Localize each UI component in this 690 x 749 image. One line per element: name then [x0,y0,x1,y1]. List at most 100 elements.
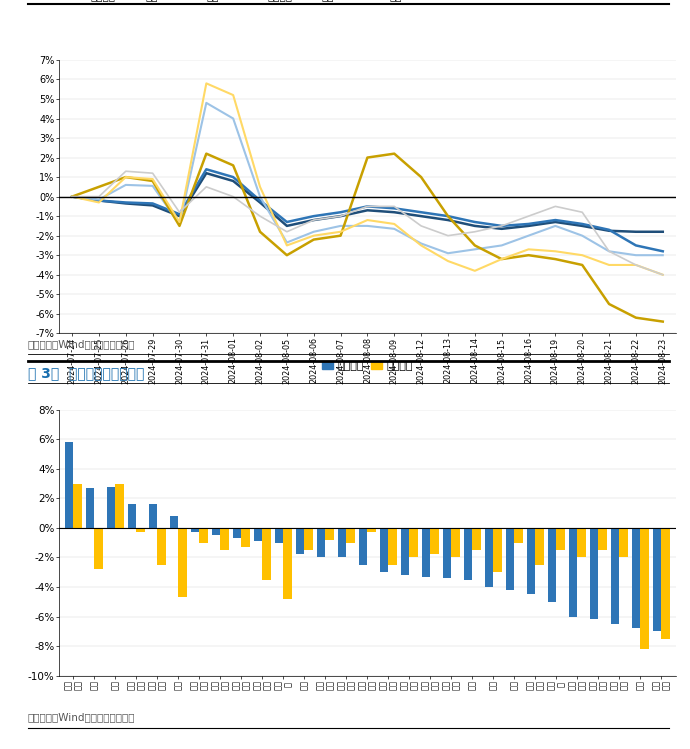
创业板指 [68,192,76,201]
Bar [241,528,250,547]
上证指数 [471,222,479,231]
上证指数 [390,207,398,216]
沪深300 [175,210,184,219]
沪深300 [95,196,103,205]
科创50 [148,169,157,178]
科创50 [444,231,452,240]
沪深300 [444,212,452,221]
Bar [653,528,662,631]
中证500 [202,98,210,107]
中证1000 [632,261,640,270]
中证500 [283,238,291,247]
Legend: 月涨跌幅, 周涨跌幅: 月涨跌幅, 周涨跌幅 [317,357,417,376]
上证指数 [337,212,345,221]
中证1000 [363,216,371,225]
中证1000 [659,270,667,279]
中证500 [363,222,371,231]
Bar [662,528,670,639]
Bar [170,516,179,528]
上证指数 [551,217,560,226]
Bar [128,504,137,528]
科创50 [390,202,398,211]
创业板指 [444,212,452,221]
Bar [296,528,304,554]
中证1000 [337,227,345,236]
Bar [515,528,523,542]
沪深300 [632,241,640,250]
Legend: 上证指数, 沪深300, 中证500, 创业板指, 中证1000, 科创50: 上证指数, 沪深300, 中证500, 创业板指, 中证1000, 科创50 [64,0,420,5]
创业板指 [578,261,586,270]
Bar [65,442,73,528]
上证指数 [148,201,157,210]
上证指数 [121,199,130,208]
中证1000 [497,255,506,264]
中证500 [551,222,560,231]
上证指数 [68,192,76,201]
中证1000 [121,172,130,181]
创业板指 [202,149,210,158]
Bar [598,528,607,550]
Bar [326,528,334,540]
Bar [212,528,220,536]
创业板指 [497,255,506,264]
中证500 [578,231,586,240]
沪深300 [202,165,210,174]
中证1000 [95,198,103,207]
沪深300 [283,217,291,226]
Bar [275,528,284,542]
Bar [179,528,187,597]
科创50 [363,202,371,211]
中证500 [524,231,533,240]
中证1000 [175,217,184,226]
中证1000 [444,257,452,266]
中证500 [121,181,130,189]
中证1000 [524,245,533,254]
Bar [191,528,199,533]
上证指数 [497,225,506,234]
上证指数 [632,227,640,236]
中证500 [310,227,318,236]
上证指数 [524,222,533,231]
科创50 [578,207,586,216]
Bar [632,528,640,628]
Bar [137,528,145,533]
中证500 [497,241,506,250]
创业板指 [256,227,264,236]
Bar [199,528,208,542]
科创50 [229,192,237,201]
上证指数 [578,222,586,231]
Bar [157,528,166,565]
上证指数 [256,198,264,207]
中证1000 [68,192,76,201]
中证1000 [256,182,264,191]
上证指数 [444,216,452,225]
沪深300 [68,192,76,201]
中证1000 [310,231,318,240]
Bar [493,528,502,572]
创业板指 [283,251,291,260]
Bar [95,528,103,569]
上证指数 [310,216,318,225]
Bar [590,528,598,619]
沪深300 [256,196,264,205]
Bar [86,488,95,528]
创业板指 [524,251,533,260]
沪深300 [229,172,237,181]
沪深300 [659,247,667,256]
中证500 [68,192,76,201]
沪深300 [121,198,130,207]
Bar [107,487,115,528]
科创50 [471,227,479,236]
Text: 图 3：  申万一级行业涨跌幅: 图 3： 申万一级行业涨跌幅 [28,366,144,380]
Bar [233,528,242,539]
中证1000 [390,219,398,228]
科创50 [202,182,210,191]
创业板指 [363,153,371,162]
沪深300 [497,222,506,231]
中证1000 [283,241,291,250]
Line: 上证指数: 上证指数 [72,173,663,231]
创业板指 [337,231,345,240]
中证1000 [605,261,613,270]
Text: 资料来源：Wind，国元证券研究所: 资料来源：Wind，国元证券研究所 [28,712,135,723]
Bar [149,504,157,528]
